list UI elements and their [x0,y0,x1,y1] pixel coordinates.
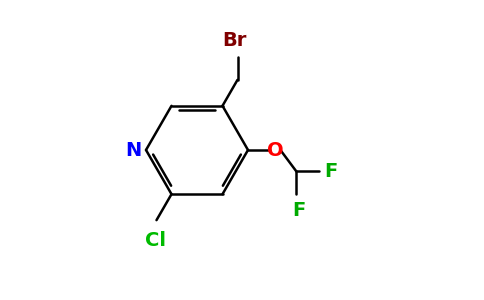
Text: N: N [125,140,141,160]
Text: F: F [293,201,306,220]
Text: Br: Br [222,31,247,50]
Text: F: F [325,162,338,181]
Text: O: O [267,140,283,160]
Text: Cl: Cl [145,231,166,250]
